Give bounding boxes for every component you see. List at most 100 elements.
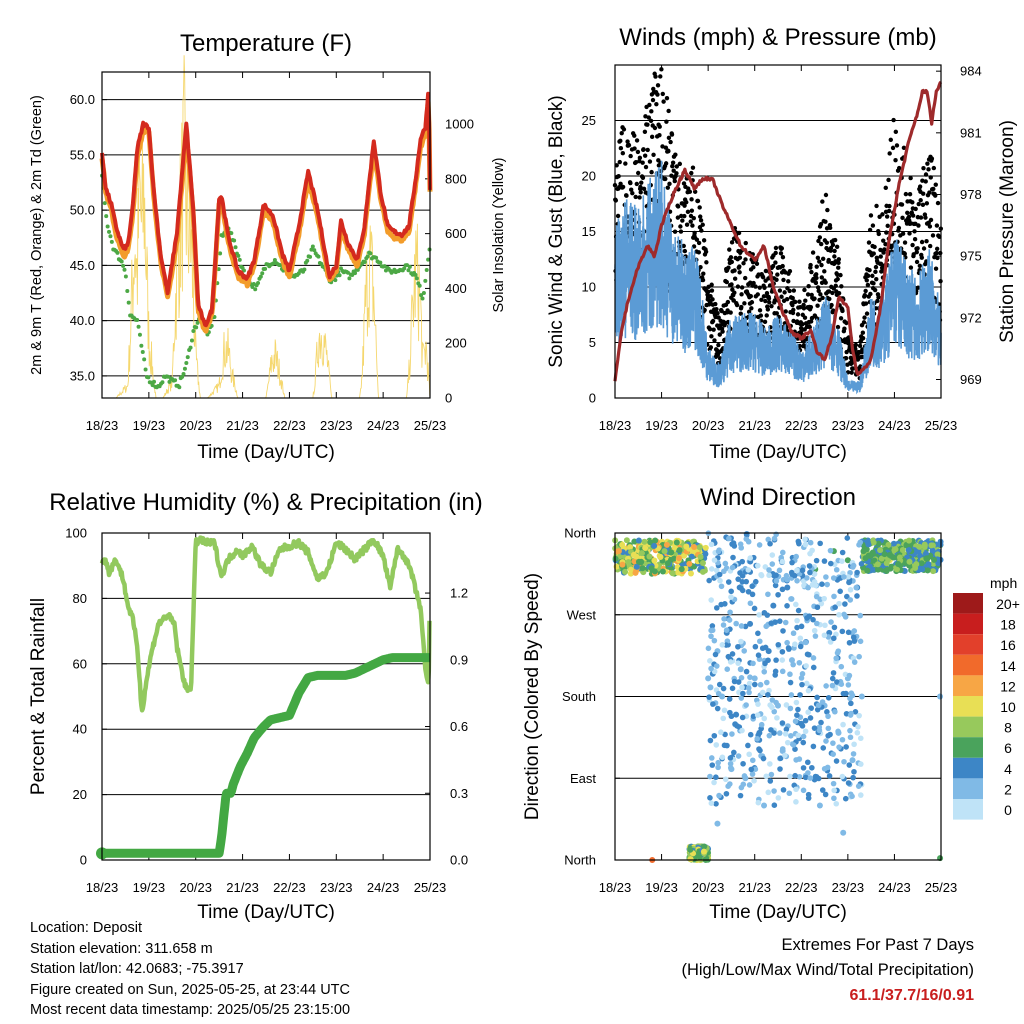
wind-direction-point: [803, 680, 810, 687]
wind-direction-point: [818, 600, 825, 607]
chart-title: Wind Direction: [700, 484, 856, 511]
gust-point: [649, 109, 654, 114]
wind-direction-point: [796, 540, 802, 547]
gust-point: [628, 153, 633, 159]
wind-direction-point: [722, 776, 729, 783]
wind-direction-point: [707, 737, 714, 744]
gust-point: [765, 307, 771, 312]
gust-point: [632, 146, 637, 151]
gust-point: [814, 264, 819, 269]
wind-direction-point: [802, 717, 809, 724]
wind-direction-point: [716, 571, 723, 578]
gust-point: [925, 161, 930, 166]
wind-direction-point: [632, 569, 639, 576]
wind-direction-point: [800, 765, 807, 771]
wind-direction-point: [807, 775, 814, 781]
wind-direction-point: [714, 820, 721, 827]
y-axis-label: 2m & 9m T (Red, Orange) & 2m Td (Green): [29, 95, 45, 375]
wind-direction-point: [782, 731, 789, 737]
wind-direction-point: [731, 678, 738, 685]
dewpoint-point: [139, 343, 144, 348]
wind-direction-point: [802, 541, 809, 548]
gust-point: [833, 283, 838, 289]
dewpoint-point: [229, 231, 234, 236]
wind-direction-point: [740, 690, 746, 697]
colorbar-swatch: [953, 778, 983, 799]
wind-direction-point: [735, 753, 742, 759]
gust-point: [634, 181, 639, 187]
wind-direction-point: [858, 561, 865, 567]
gust-point: [927, 224, 933, 229]
y-right-tick-label: 200: [445, 336, 467, 351]
wind-direction-point: [762, 564, 769, 570]
gust-point: [857, 343, 863, 348]
wind-direction-point: [850, 564, 856, 570]
wind-direction-point: [820, 745, 827, 751]
wind-direction-point: [867, 552, 874, 559]
y-right-tick-label: 1000: [445, 117, 474, 132]
wind-direction-point: [831, 624, 838, 631]
wind-direction-point: [707, 773, 713, 780]
gust-point: [823, 219, 828, 224]
gust-point: [924, 238, 929, 244]
wind-direction-point: [793, 799, 799, 805]
gust-point: [874, 276, 879, 282]
gust-point: [716, 342, 721, 348]
gust-point: [810, 250, 816, 255]
gust-point: [819, 262, 824, 268]
wind-direction-point: [790, 630, 797, 637]
recent-data-text: Most recent data timestamp: 2025/05/25 2…: [30, 1002, 351, 1018]
gust-point: [913, 206, 918, 212]
wind-direction-point: [718, 729, 724, 736]
gust-point: [749, 306, 754, 311]
wind-direction-point: [794, 712, 800, 718]
wind-direction-point: [751, 675, 758, 682]
gust-point: [681, 243, 686, 249]
gust-point: [835, 276, 840, 282]
wind-direction-point: [919, 566, 926, 573]
wind-direction-point: [720, 685, 727, 692]
gust-point: [637, 158, 642, 164]
wind-direction-point: [639, 565, 646, 572]
colorbar-label: 2: [1004, 781, 1012, 797]
wind-direction-point: [779, 549, 786, 556]
wind-direction-point: [805, 584, 811, 591]
gust-point: [619, 130, 624, 136]
wind-direction-point: [751, 605, 758, 612]
wind-direction-point: [723, 627, 730, 633]
wind-direction-point: [857, 638, 864, 645]
x-tick-label: 23/23: [320, 880, 353, 895]
gust-point: [737, 264, 742, 269]
wind-direction-point: [913, 561, 920, 568]
dewpoint-point: [347, 276, 352, 281]
wind-direction-point: [749, 591, 756, 598]
gust-point: [739, 292, 744, 297]
wind-direction-point: [652, 537, 659, 544]
gust-point: [755, 292, 760, 297]
y-tick-label: 20: [73, 787, 87, 802]
wind-direction-point: [831, 795, 837, 802]
wind-direction-point: [735, 660, 741, 666]
dewpoint-point: [414, 276, 419, 281]
wind-direction-point: [782, 619, 789, 626]
gust-point: [663, 176, 668, 182]
wind-direction-point: [751, 777, 757, 784]
wind-direction-point: [746, 751, 752, 758]
wind-direction-point: [739, 714, 746, 721]
wind-direction-point: [765, 789, 772, 796]
gust-point: [725, 299, 731, 305]
dewpoint-point: [406, 268, 411, 273]
gust-point: [678, 229, 684, 234]
wind-direction-point: [766, 687, 772, 694]
plot-frame: [101, 532, 431, 861]
gust-point: [682, 248, 688, 254]
wind-direction-point: [924, 555, 931, 562]
gust-point: [819, 241, 824, 247]
gust-point: [919, 239, 925, 245]
wind-direction-point: [925, 561, 932, 568]
gust-point: [844, 320, 849, 326]
wind-direction-point: [800, 733, 807, 740]
wind-direction-point: [796, 773, 803, 780]
y-tick-label: 10: [582, 280, 596, 295]
y-right-tick-label: 600: [445, 226, 467, 241]
